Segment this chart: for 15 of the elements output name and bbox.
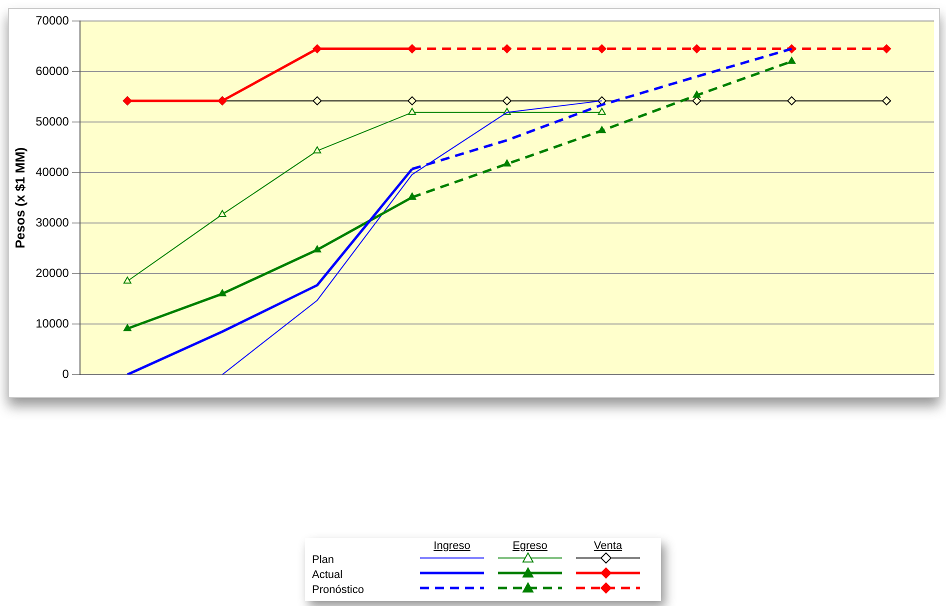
y-tick-label: 50000 [36,114,70,128]
y-axis-title: Pesos (x $1 MM) [12,147,28,248]
text: Pronóstico [311,582,365,597]
y-tick-label: 60000 [36,64,70,78]
text: Egreso [512,540,548,552]
text: Venta [592,540,624,552]
y-tick-label: 10000 [36,316,70,330]
y-tick-label: 30000 [36,215,70,230]
text: Ingreso [432,540,472,552]
y-tick-label: 70000 [36,13,70,28]
text: Actual [311,568,344,582]
y-tick-label: 40000 [36,164,70,179]
y-tick-label: 20000 [36,266,70,280]
text: Plan [311,552,336,567]
y-tick-label: 0 [62,366,70,381]
